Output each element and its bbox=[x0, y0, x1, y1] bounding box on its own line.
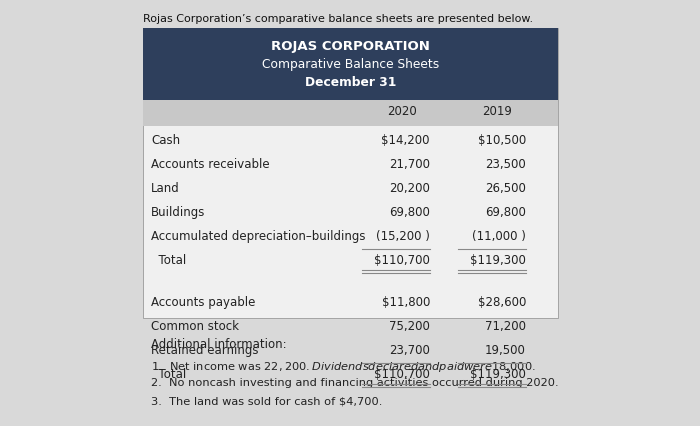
Text: $11,800: $11,800 bbox=[382, 296, 430, 309]
Text: Retained earnings: Retained earnings bbox=[151, 344, 258, 357]
Text: 20,200: 20,200 bbox=[389, 182, 430, 195]
Text: Common stock: Common stock bbox=[151, 320, 239, 333]
Text: 69,800: 69,800 bbox=[485, 206, 526, 219]
Bar bbox=[143, 100, 558, 126]
Text: 21,700: 21,700 bbox=[389, 158, 430, 171]
Text: Buildings: Buildings bbox=[151, 206, 205, 219]
Text: Total: Total bbox=[151, 254, 186, 267]
Text: 23,700: 23,700 bbox=[389, 344, 430, 357]
Text: $110,700: $110,700 bbox=[374, 368, 430, 381]
Text: 26,500: 26,500 bbox=[485, 182, 526, 195]
Text: (15,200 ): (15,200 ) bbox=[376, 230, 430, 243]
Text: 1.  Net income was $22,200. Dividends declared and paid were $18,000.: 1. Net income was $22,200. Dividends dec… bbox=[151, 360, 536, 374]
Text: 19,500: 19,500 bbox=[485, 344, 526, 357]
Text: $14,200: $14,200 bbox=[382, 134, 430, 147]
Text: $119,300: $119,300 bbox=[470, 368, 526, 381]
Text: $10,500: $10,500 bbox=[477, 134, 526, 147]
Text: 23,500: 23,500 bbox=[485, 158, 526, 171]
Bar bbox=[143, 28, 558, 100]
Text: 2020: 2020 bbox=[387, 105, 417, 118]
Text: December 31: December 31 bbox=[304, 76, 396, 89]
Text: Total: Total bbox=[151, 368, 186, 381]
Text: (11,000 ): (11,000 ) bbox=[472, 230, 526, 243]
Text: $119,300: $119,300 bbox=[470, 254, 526, 267]
Text: Accounts receivable: Accounts receivable bbox=[151, 158, 270, 171]
Bar bbox=[143, 28, 558, 318]
Text: $110,700: $110,700 bbox=[374, 254, 430, 267]
Text: $28,600: $28,600 bbox=[477, 296, 526, 309]
Text: Comparative Balance Sheets: Comparative Balance Sheets bbox=[262, 58, 439, 71]
Text: ROJAS CORPORATION: ROJAS CORPORATION bbox=[271, 40, 430, 53]
Text: 69,800: 69,800 bbox=[389, 206, 430, 219]
Text: Cash: Cash bbox=[151, 134, 180, 147]
Text: Rojas Corporation’s comparative balance sheets are presented below.: Rojas Corporation’s comparative balance … bbox=[143, 14, 533, 24]
Text: Land: Land bbox=[151, 182, 180, 195]
Text: 3.  The land was sold for cash of $4,700.: 3. The land was sold for cash of $4,700. bbox=[151, 396, 382, 406]
Text: 71,200: 71,200 bbox=[485, 320, 526, 333]
Text: 2.  No noncash investing and financing activities occurred during 2020.: 2. No noncash investing and financing ac… bbox=[151, 378, 559, 388]
Text: Accounts payable: Accounts payable bbox=[151, 296, 256, 309]
Text: 2019: 2019 bbox=[482, 105, 512, 118]
Text: Additional information:: Additional information: bbox=[151, 338, 286, 351]
Text: Accumulated depreciation–buildings: Accumulated depreciation–buildings bbox=[151, 230, 365, 243]
Text: 75,200: 75,200 bbox=[389, 320, 430, 333]
